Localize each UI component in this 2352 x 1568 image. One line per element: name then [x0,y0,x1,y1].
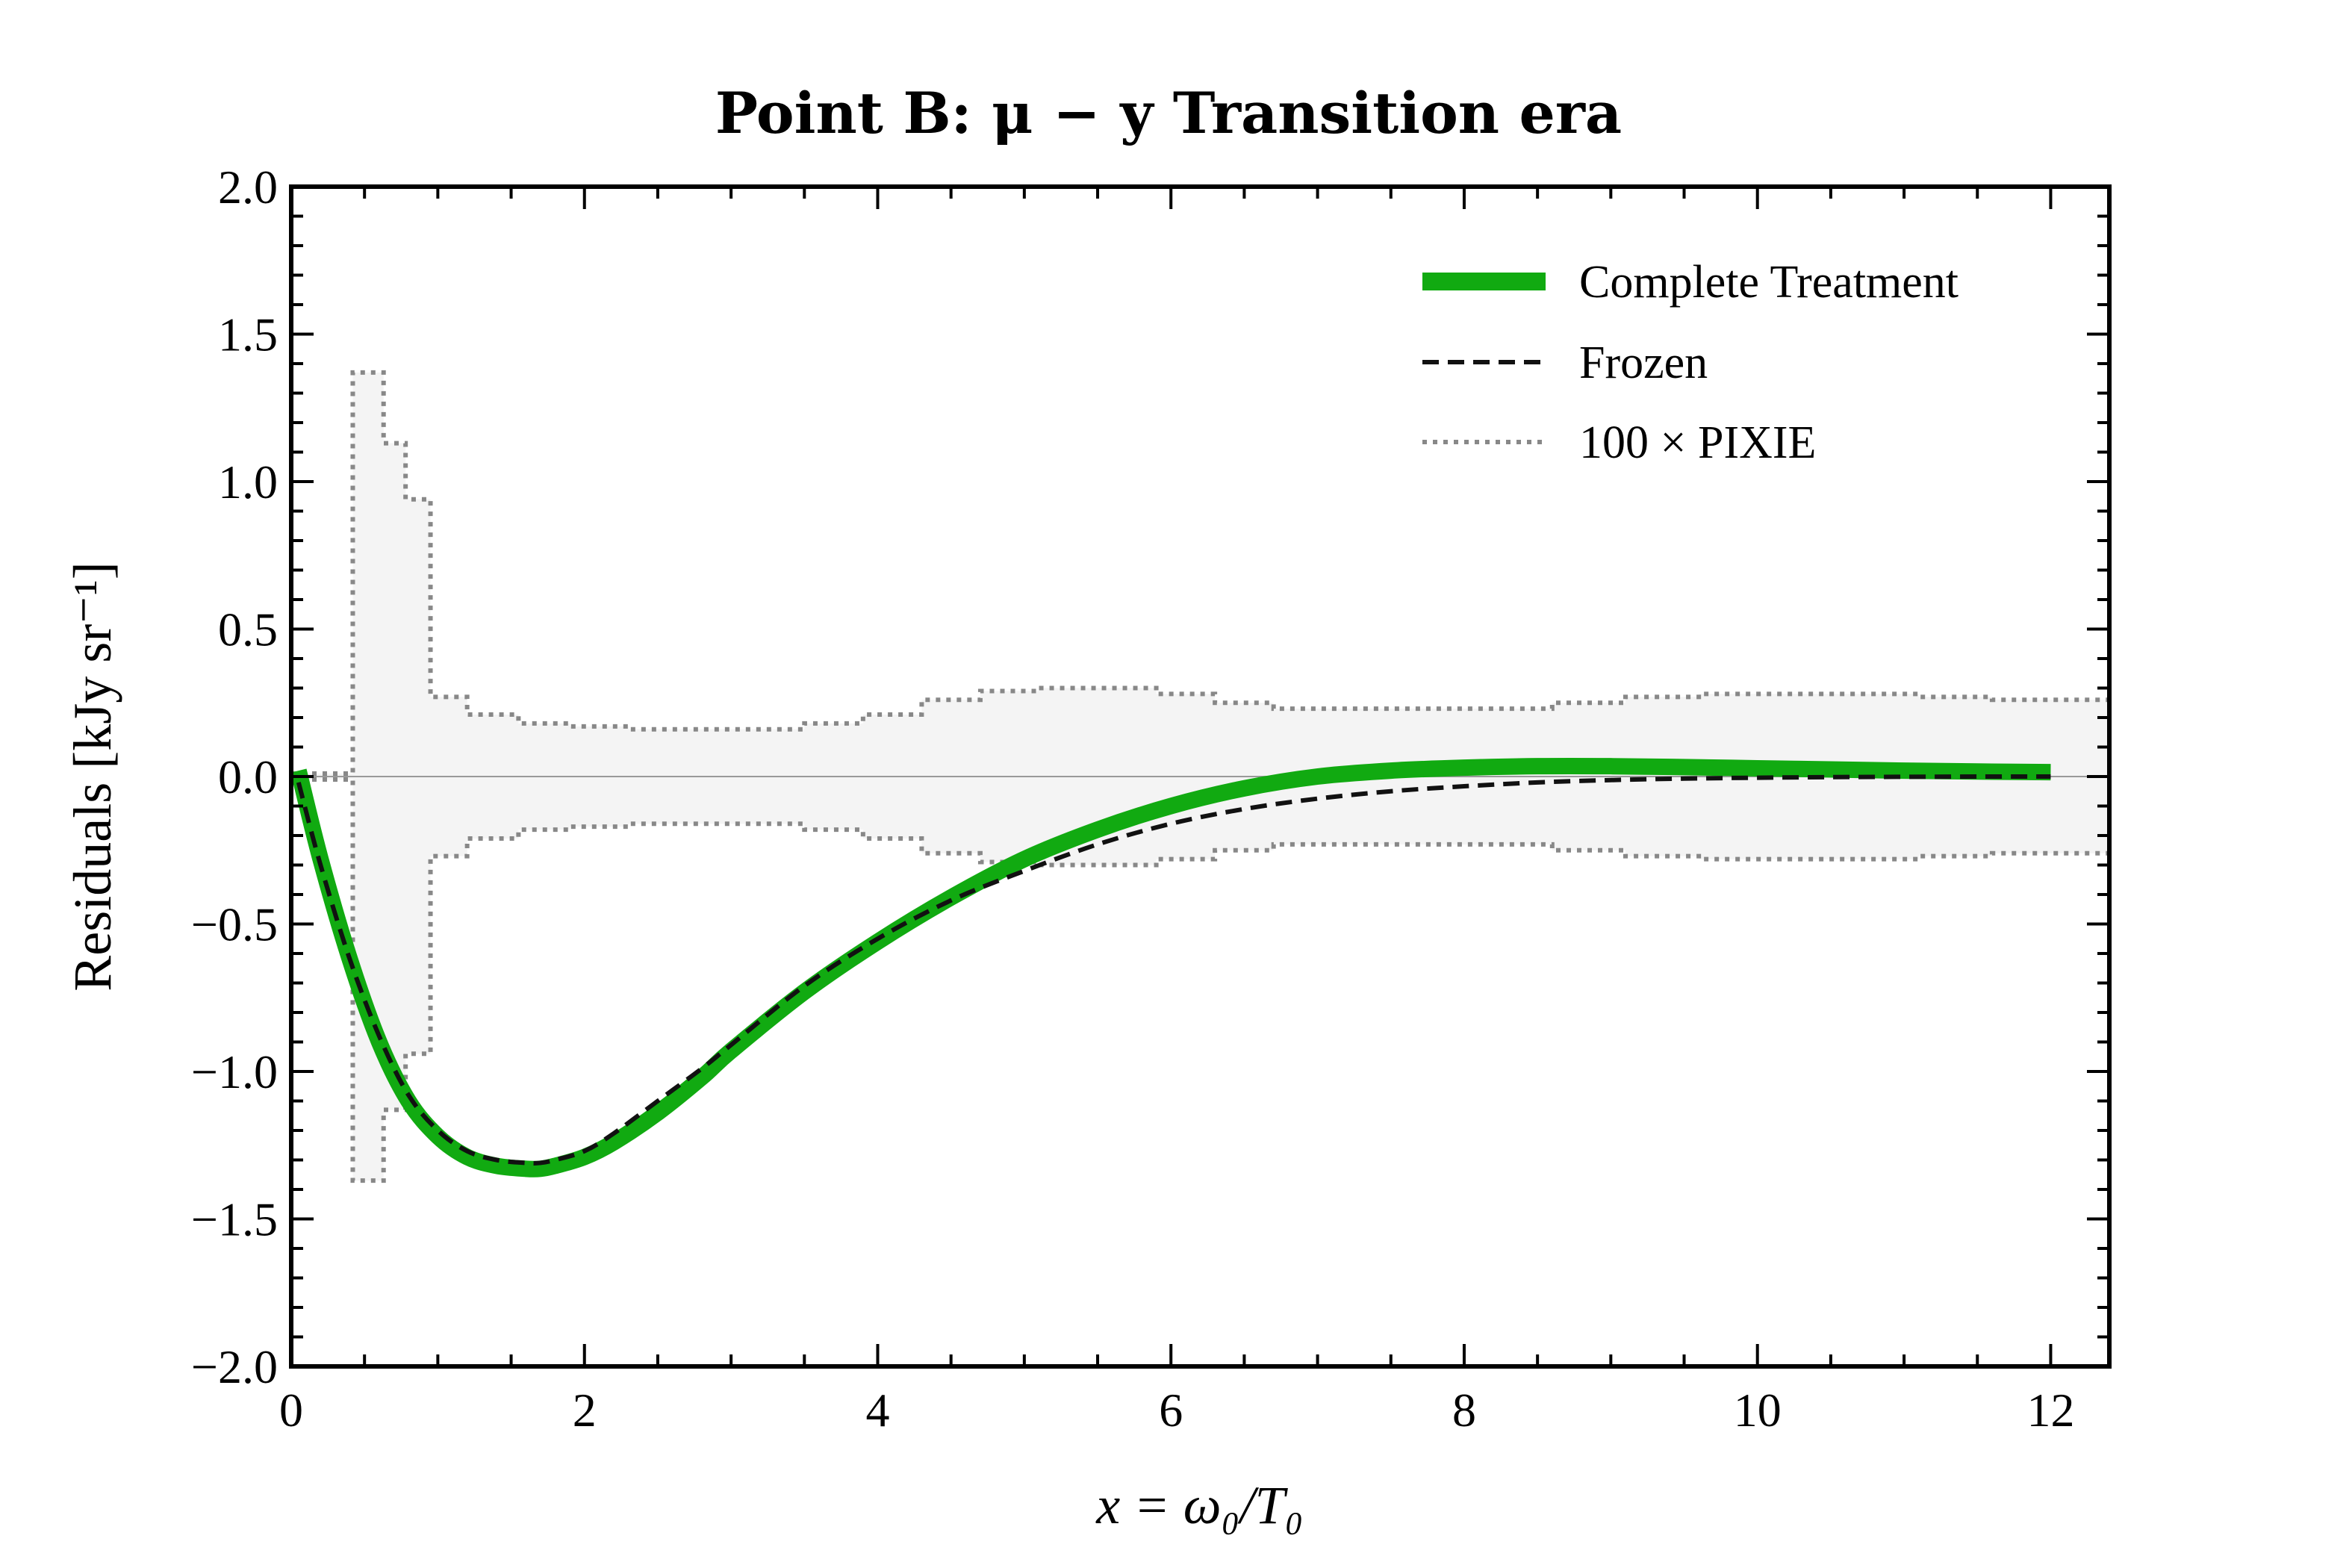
series-layer [290,757,2051,1177]
noise-band-upper [291,370,2109,777]
y-tick-label: −1.5 [191,1193,278,1246]
y-tick-label: 1.0 [218,455,278,508]
x-tick-label: 10 [1734,1384,1782,1437]
x-tick-label: 0 [279,1384,303,1437]
plot-frame [289,184,2112,1369]
legend-label-frozen: Frozen [1579,337,1708,388]
legend-label-pixie: 100 × PIXIE [1579,417,1816,468]
y-tick-label: 2.0 [218,161,278,214]
legend: Complete Treatment Frozen 100 × PIXIE [1422,257,1959,468]
legend-label-complete-treatment: Complete Treatment [1579,257,1959,308]
y-tick-label: −0.5 [191,898,278,951]
series-frozen [296,774,2051,1166]
series-complete-treatment [290,757,2051,1177]
y-tick-labels: 2.0 1.5 1.0 0.5 0.0 −0.5 −1.0 −1.5 −2.0 [191,161,278,1393]
y-tick-label: −1.0 [191,1045,278,1098]
x-tick-label: 8 [1452,1384,1476,1437]
x-tick-label: 6 [1159,1384,1183,1437]
x-tick-label: 12 [2026,1384,2074,1437]
y-tick-label: 1.5 [218,308,278,361]
x-tick-label: 2 [573,1384,597,1437]
x-tick-labels: 0 2 4 6 8 10 12 [279,1384,2074,1437]
noise-band-lower [291,777,2109,1183]
y-axis-label: Residuals [kJy sr⁻¹] [63,561,122,992]
y-tick-label: 0.5 [218,603,278,656]
x-tick-label: 4 [865,1384,889,1437]
y-tick-label: −2.0 [191,1340,278,1393]
y-tick-label: 0.0 [218,750,278,803]
x-axis-label: x = ω₀/T₀ [1095,1475,1304,1535]
chart-title: Point B: μ − y Transition era [715,80,1622,146]
